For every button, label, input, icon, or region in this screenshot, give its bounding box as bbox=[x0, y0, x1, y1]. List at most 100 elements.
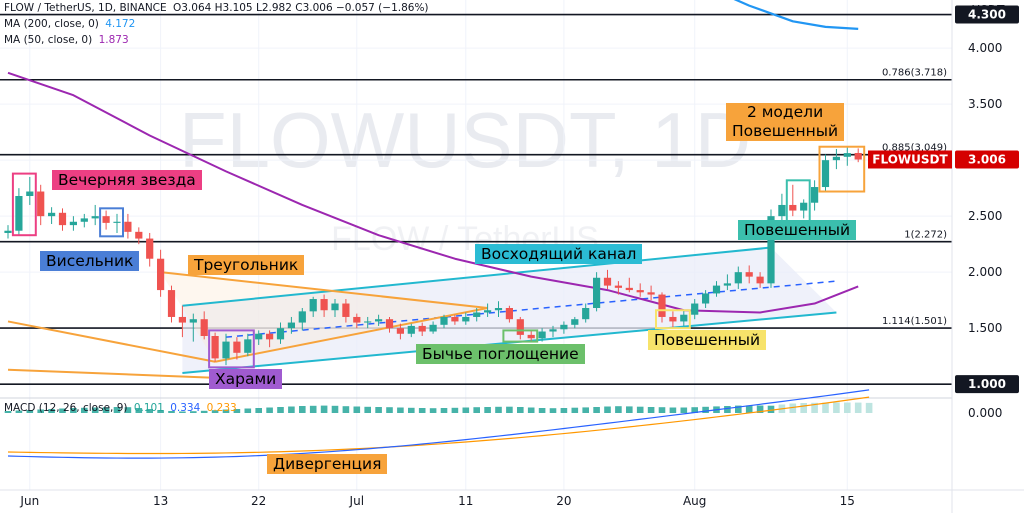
candle bbox=[614, 281, 622, 295]
candle-body bbox=[505, 308, 513, 320]
candle bbox=[91, 204, 99, 226]
box-harami bbox=[208, 329, 255, 369]
macd-histogram-bar bbox=[124, 407, 132, 413]
candle-body bbox=[157, 258, 165, 291]
level-label: 0.786(3.718) bbox=[882, 68, 947, 79]
candle-body bbox=[658, 294, 666, 317]
trendline-channel-mid bbox=[225, 280, 837, 338]
candle bbox=[625, 277, 633, 293]
candle bbox=[396, 323, 404, 340]
macd-histogram-bar bbox=[200, 410, 208, 413]
candle bbox=[407, 323, 415, 338]
candle-body bbox=[113, 221, 121, 223]
candle-body bbox=[200, 319, 208, 336]
ohlc-change: −0.057 (−1.86%) bbox=[335, 2, 429, 14]
trendline-triangle-left bbox=[7, 320, 216, 363]
macd-histogram-bar bbox=[724, 406, 731, 413]
macd-histogram-bar bbox=[495, 406, 502, 413]
ma200-line bbox=[733, 0, 859, 30]
macd-histogram-bar bbox=[277, 407, 284, 413]
macd-zero-label: 0.000 bbox=[968, 406, 1002, 420]
moving-averages bbox=[7, 0, 859, 314]
candle bbox=[843, 146, 851, 166]
candle bbox=[756, 272, 764, 288]
macd-histogram-bar bbox=[865, 402, 873, 413]
symbol-pill-bg bbox=[868, 150, 952, 169]
macd-histogram-bar bbox=[647, 407, 655, 413]
candle-body bbox=[723, 283, 731, 286]
macd-histogram-bar bbox=[168, 411, 175, 413]
macd-histogram-bar bbox=[408, 407, 415, 413]
macd-histogram-bar bbox=[811, 402, 818, 413]
macd-histogram-bar bbox=[135, 408, 143, 413]
macd-histogram-bar bbox=[179, 411, 186, 413]
macd-histogram-bar bbox=[604, 406, 611, 413]
macd-histogram-bar bbox=[844, 402, 851, 413]
candle-body bbox=[821, 160, 830, 188]
macd-histogram-bar bbox=[615, 406, 622, 413]
ma50-label: MA (50, close, 0) bbox=[4, 34, 93, 46]
candle-body bbox=[527, 334, 535, 339]
candle-body bbox=[244, 339, 252, 353]
candle-body bbox=[854, 152, 862, 160]
candle bbox=[538, 328, 546, 342]
candle bbox=[58, 208, 67, 231]
y-tick-label: 2.000 bbox=[968, 265, 1002, 279]
ohlc-high: H3.105 bbox=[214, 2, 253, 14]
candle-body bbox=[266, 333, 274, 340]
box-evening-star bbox=[11, 172, 37, 237]
macd-histogram-bar bbox=[571, 407, 579, 413]
x-tick-label: Jul bbox=[349, 494, 364, 508]
macd-histogram-bar bbox=[244, 408, 252, 413]
macd-histogram-bar bbox=[113, 407, 121, 413]
trendline-channel-lower bbox=[182, 311, 837, 374]
candle-body bbox=[789, 204, 797, 211]
candle bbox=[821, 154, 830, 192]
candle bbox=[527, 330, 535, 342]
candle-body bbox=[669, 316, 677, 322]
macd-hist-value: 0.101 bbox=[133, 402, 164, 414]
macd-histogram-bar bbox=[299, 406, 306, 413]
y-tick-label: 1.500 bbox=[968, 321, 1002, 335]
box-hanging-man-right bbox=[785, 179, 811, 223]
candle-body bbox=[832, 156, 840, 161]
macd-histogram-bar bbox=[669, 407, 677, 413]
candle bbox=[734, 266, 742, 289]
candle-body bbox=[58, 212, 67, 226]
macd-signal-line bbox=[7, 396, 870, 455]
trendline-channel-upper bbox=[182, 246, 772, 307]
candle-body bbox=[560, 324, 568, 330]
candle-body bbox=[69, 221, 77, 226]
candle bbox=[37, 184, 45, 226]
ohlc-low: L2.982 bbox=[255, 2, 292, 14]
macd-histogram-bar bbox=[309, 405, 317, 413]
candle bbox=[15, 188, 23, 236]
candle-body bbox=[756, 276, 764, 284]
macd-histogram-bar bbox=[451, 407, 459, 413]
x-tick-label: 11 bbox=[458, 494, 473, 508]
ohlc-open: O3.064 bbox=[172, 2, 212, 14]
annotation-hanging-man-mid: Повешенный bbox=[648, 330, 767, 350]
level-label: 1.114(1.501) bbox=[882, 316, 947, 327]
annotation-divergence: Дивергенция bbox=[267, 454, 388, 474]
annotation-bullish-engulfing: Бычье поглощение bbox=[416, 344, 585, 364]
macd-histogram-bar bbox=[833, 402, 840, 413]
candle bbox=[298, 308, 306, 331]
candle bbox=[342, 299, 350, 323]
macd-histogram-bar bbox=[429, 408, 437, 413]
candle-body bbox=[712, 285, 721, 294]
candle bbox=[462, 312, 470, 325]
ma50-legend: MA (50, close, 0) 1.873 bbox=[4, 34, 129, 46]
macd-histogram-bar bbox=[418, 408, 426, 413]
macd-histogram-bar bbox=[266, 407, 273, 413]
candle bbox=[276, 322, 285, 344]
candle bbox=[658, 292, 666, 323]
candle-body bbox=[734, 272, 742, 284]
pattern-boxes bbox=[11, 145, 866, 369]
candle-body bbox=[484, 310, 492, 313]
macd-histogram-bar bbox=[517, 407, 524, 413]
candle-body bbox=[538, 331, 546, 339]
macd-histogram-bar bbox=[854, 402, 862, 413]
candle bbox=[287, 316, 295, 334]
